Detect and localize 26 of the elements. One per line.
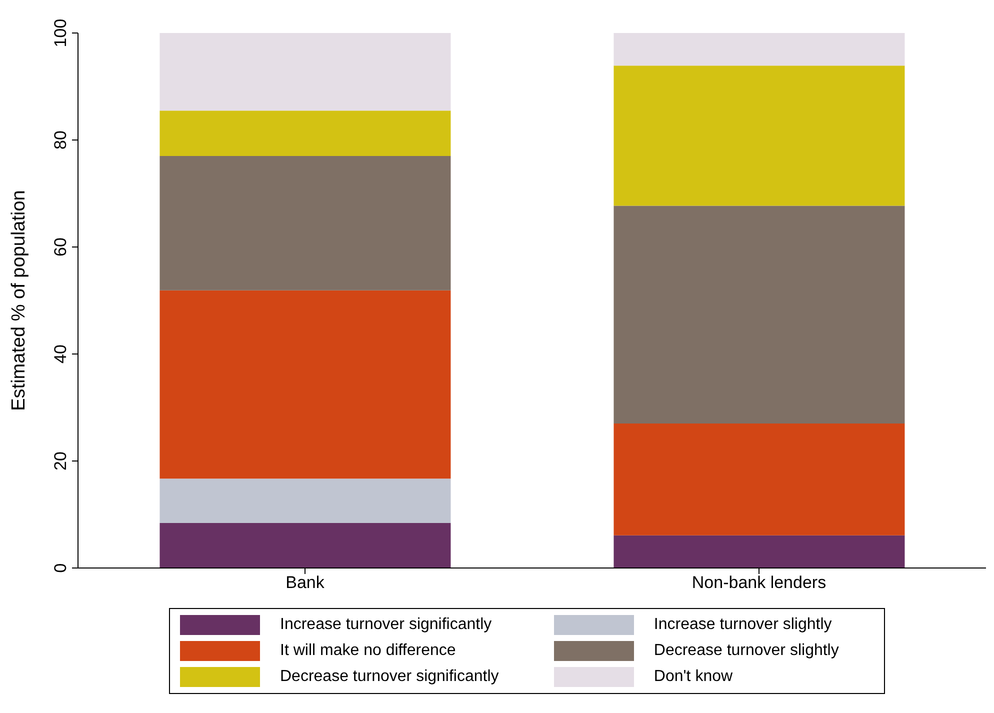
bar <box>160 290 451 479</box>
x-tick-label: Non-bank lenders <box>692 573 826 592</box>
y-tick-label: 100 <box>51 18 70 48</box>
bar <box>614 206 905 424</box>
legend-label: Don't know <box>654 668 733 686</box>
bar <box>614 66 905 206</box>
bar <box>614 33 905 66</box>
bar <box>160 523 451 568</box>
bar <box>160 156 451 290</box>
legend-label: Decrease turnover significantly <box>280 668 499 686</box>
legend-label: It will make no difference <box>280 642 456 660</box>
bar <box>614 535 905 568</box>
x-tick-label: Bank <box>286 573 325 592</box>
y-axis-title: Estimated % of population <box>8 190 30 411</box>
y-tick-label: 0 <box>51 563 70 573</box>
y-tick-label: 60 <box>51 238 70 256</box>
bar <box>160 478 451 524</box>
bar <box>160 110 451 156</box>
y-tick-label: 80 <box>51 130 70 150</box>
legend-label: Increase turnover slightly <box>654 616 832 634</box>
bar <box>160 33 451 111</box>
y-tick-label: 20 <box>51 452 70 470</box>
legend-label: Increase turnover significantly <box>280 616 492 634</box>
y-tick-label: 40 <box>51 344 70 364</box>
bar <box>614 424 905 536</box>
legend-label: Decrease turnover slightly <box>654 642 839 660</box>
